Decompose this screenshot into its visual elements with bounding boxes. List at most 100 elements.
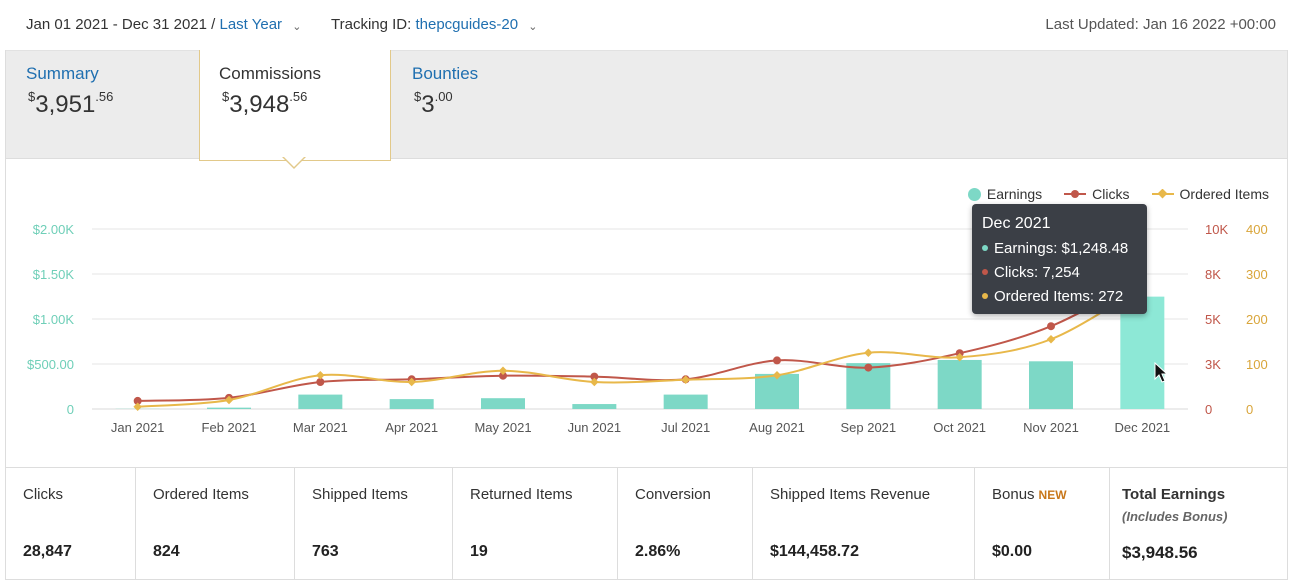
legend-clicks[interactable]: Clicks <box>1064 186 1130 202</box>
new-badge: NEW <box>1038 488 1067 502</box>
period-link[interactable]: Last Year <box>219 16 283 33</box>
earnings-bar <box>207 407 251 409</box>
clicks-point <box>864 363 873 372</box>
tracking-id-link[interactable]: thepcguides-20 <box>415 16 519 33</box>
ordered-items-point <box>955 353 964 362</box>
y-tick-items: 400 <box>1246 222 1268 237</box>
earnings-bar <box>1029 361 1073 409</box>
stat-label: Conversion <box>635 486 711 503</box>
chevron-down-icon[interactable]: ⌄ <box>528 21 538 33</box>
stat-label: Bonus NEW <box>992 486 1067 503</box>
stat-value: $3,948.56 <box>1122 543 1198 562</box>
ordered-items-point <box>681 375 690 384</box>
stat-label: Total Earnings <box>1122 486 1226 503</box>
earnings-bar <box>937 359 982 409</box>
stat-returned-items: Returned Items 19 <box>453 468 618 579</box>
x-tick-label: Nov 2021 <box>1023 420 1079 435</box>
stat-label: Shipped Items <box>312 486 408 503</box>
tracking-id-label: Tracking ID: <box>331 16 412 33</box>
stat-value: $144,458.72 <box>770 543 859 560</box>
earnings-bar <box>481 398 525 409</box>
legend-earnings[interactable]: Earnings <box>967 186 1043 202</box>
chart-legend: Earnings Clicks Ordered Items <box>967 186 1269 202</box>
stat-ordered-items: Ordered Items 824 <box>136 468 295 579</box>
stat-clicks: Clicks 28,847 <box>6 468 136 579</box>
legend-earnings-label: Earnings <box>986 186 1043 202</box>
clicks-point <box>133 396 142 405</box>
stat-value: 19 <box>470 543 488 560</box>
stat-value: 763 <box>312 543 339 560</box>
tab-bounties-label[interactable]: Bounties <box>412 64 479 83</box>
stat-conversion: Conversion 2.86% <box>618 468 753 579</box>
x-tick-label: Aug 2021 <box>749 420 805 435</box>
x-tick-label: Oct 2021 <box>933 420 986 435</box>
tooltip-clicks: Clicks: 7,254 <box>982 264 1080 281</box>
earnings-bar <box>755 373 799 409</box>
legend-ordered-items[interactable]: Ordered Items <box>1151 186 1269 202</box>
ordered-items-point <box>590 377 599 387</box>
tab-commissions-amount: $3,948.56 <box>222 89 308 118</box>
legend-clicks-label: Clicks <box>1092 186 1130 202</box>
chevron-down-icon[interactable]: ⌄ <box>292 21 302 33</box>
tooltip-ordered: Ordered Items: 272 <box>982 288 1123 305</box>
y-tick-items: 200 <box>1246 312 1268 327</box>
stat-label: Clicks <box>23 486 63 503</box>
ordered-items-point <box>224 395 234 405</box>
y-tick-items: 0 <box>1246 402 1253 417</box>
tab-commissions-label[interactable]: Commissions <box>219 64 322 83</box>
chart-tooltip: Dec 2021 Earnings: $1,248.48 Clicks: 7,2… <box>972 204 1147 314</box>
y-tick-earnings: $2.00K <box>33 222 75 237</box>
tab-summary-amount: $3,951.56 <box>28 89 114 118</box>
ordered-items-line <box>137 285 1143 408</box>
stat-bonus: Bonus NEW $0.00 <box>975 468 1110 579</box>
stat-value: 824 <box>153 543 180 560</box>
x-tick-label: Jul 2021 <box>661 420 710 435</box>
report-header: Jan 01 2021 - Dec 31 2021 / Last Year ⌄ … <box>0 0 1289 50</box>
tab-bounties[interactable]: Bounties $3.00 <box>406 51 598 158</box>
stats-row: Clicks 28,847 Ordered Items 824 Shipped … <box>6 467 1287 579</box>
ordered-items-point <box>133 402 142 411</box>
y-tick-clicks: 3K <box>1205 357 1221 372</box>
earnings-chart: $2.00K 10K 400 $1.50K 8K 300 $1.00K 5K 200 $500.0… <box>27 222 1268 435</box>
clicks-point <box>773 356 781 365</box>
y-tick-items: 300 <box>1246 267 1268 282</box>
stat-value: 2.86% <box>635 543 681 560</box>
ordered-items-point <box>498 366 508 375</box>
stat-label: Shipped Items Revenue <box>770 486 931 503</box>
ordered-items-point <box>1046 335 1056 344</box>
y-tick-clicks: 10K <box>1205 222 1228 237</box>
stat-total-earnings: Total Earnings (Includes Bonus) $3,948.5… <box>1110 468 1287 579</box>
tab-summary-label[interactable]: Summary <box>26 64 99 83</box>
stat-shipped-items: Shipped Items 763 <box>295 468 453 579</box>
clicks-point <box>590 372 599 381</box>
last-updated: Last Updated: Jan 16 2022 +00:00 <box>1045 16 1276 33</box>
x-tick-label: Sep 2021 <box>840 420 896 435</box>
y-tick-earnings: $1.00K <box>33 312 75 327</box>
tab-summary[interactable]: Summary $3,951.56 <box>6 51 198 158</box>
stat-label: Ordered Items <box>153 486 249 503</box>
y-tick-clicks: 0 <box>1205 402 1212 417</box>
date-range-selector[interactable]: Jan 01 2021 - Dec 31 2021 / Last Year ⌄ <box>26 16 301 33</box>
x-tick-label: Dec 2021 <box>1115 420 1171 435</box>
tab-bounties-amount: $3.00 <box>414 89 453 118</box>
y-tick-earnings: $500.00 <box>27 357 74 372</box>
ordered-items-point <box>772 371 782 380</box>
clicks-line-icon <box>1064 190 1087 198</box>
ordered-items-point <box>864 348 873 357</box>
x-tick-label: Jan 2021 <box>111 420 165 435</box>
clicks-point <box>499 371 507 380</box>
x-tick-label: Mar 2021 <box>293 420 348 435</box>
x-tick-label: Feb 2021 <box>202 420 257 435</box>
x-tick-label: Apr 2021 <box>385 420 438 435</box>
date-range-text: Jan 01 2021 - Dec 31 2021 / <box>26 16 216 33</box>
earnings-bar <box>389 399 434 409</box>
y-tick-clicks: 5K <box>1205 312 1221 327</box>
legend-ordered-label: Ordered Items <box>1179 186 1269 202</box>
earnings-dot-icon <box>967 187 981 201</box>
tooltip-title: Dec 2021 <box>982 215 1051 232</box>
earnings-bar <box>572 404 617 409</box>
earnings-bar <box>298 394 343 409</box>
tracking-id-selector[interactable]: Tracking ID: thepcguides-20 ⌄ <box>331 16 537 33</box>
earnings-bar <box>663 394 708 409</box>
active-tab-pointer <box>282 156 306 169</box>
